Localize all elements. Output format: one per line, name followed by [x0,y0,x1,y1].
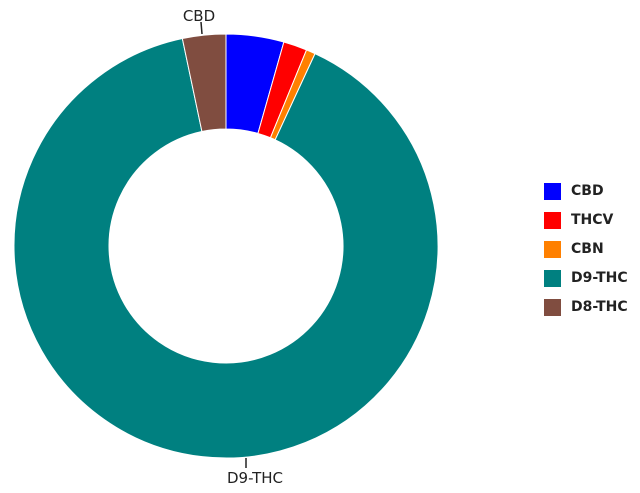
legend: CBD THCV CBN D9-THC D8-THC [544,182,628,327]
legend-label-d8-thc: D8-THC [571,299,628,315]
legend-label-cbd: CBD [571,183,604,199]
legend-item-cbn: CBN [544,240,628,258]
slice-d9-thc [13,37,439,459]
donut-slices [13,33,439,459]
d9-thc-slice-label: D9-THC [227,469,283,487]
legend-item-thcv: THCV [544,211,628,229]
legend-item-d9-thc: D9-THC [544,269,628,287]
legend-swatch-d9-thc [544,269,561,287]
legend-swatch-cbd [544,182,561,200]
legend-label-d9-thc: D9-THC [571,270,628,286]
legend-item-d8-thc: D8-THC [544,298,628,316]
legend-label-thcv: THCV [571,212,614,228]
cbd-slice-label: CBD [183,7,215,25]
legend-swatch-cbn [544,240,561,258]
legend-item-cbd: CBD [544,182,628,200]
legend-swatch-thcv [544,211,561,229]
legend-swatch-d8-thc [544,298,561,316]
slice-d8-thc [181,33,227,133]
legend-label-cbn: CBN [571,241,604,257]
cbd-label-leader [200,21,203,35]
slice-labels: CBD D9-THC [183,7,283,487]
